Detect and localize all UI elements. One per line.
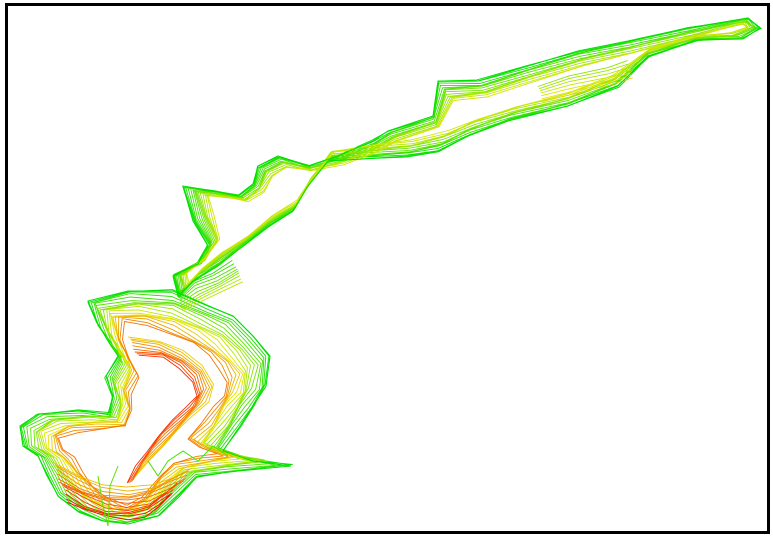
contour-line-42 [132, 342, 207, 479]
contour-line-59 [65, 494, 172, 517]
contour-line-2 [173, 17, 759, 295]
contour-line-17 [540, 66, 631, 92]
contour-line-31 [40, 309, 250, 516]
contour-line-8 [179, 20, 754, 290]
contour-line-69 [183, 281, 243, 311]
contour-line-21 [542, 77, 633, 102]
contour-line-72 [147, 445, 229, 477]
contour-line-62 [178, 263, 235, 299]
contour-line-40 [129, 338, 213, 478]
contour-line-64 [179, 268, 238, 302]
contour-line-20 [541, 74, 633, 100]
contour-line-28 [35, 302, 265, 517]
contour-line-5 [178, 20, 756, 294]
contour-line-67 [180, 275, 241, 309]
contour-line-73 [97, 465, 119, 527]
contour-line-66 [180, 272, 240, 307]
contour-line-7 [179, 20, 756, 292]
contour-line-32 [43, 312, 245, 514]
contour-line-37 [55, 318, 230, 509]
contour-line-53 [57, 478, 185, 501]
contour-line-60 [66, 494, 170, 521]
contour-line-34 [51, 314, 241, 510]
contour-line-57 [65, 489, 174, 513]
contour-line-11 [182, 23, 749, 289]
contour-line-6 [179, 21, 756, 294]
contour-line-19 [540, 71, 632, 97]
contour-line-39 [127, 336, 214, 478]
contour-line-12 [184, 23, 749, 288]
contour-line-33 [47, 314, 244, 511]
contour-line-16 [539, 63, 629, 90]
contour-line-71 [19, 290, 292, 525]
contour-line-0 [173, 18, 763, 299]
contour-line-68 [182, 278, 242, 310]
contour-line-45 [129, 351, 201, 483]
contour-line-51 [57, 469, 188, 498]
contour-line-58 [65, 492, 173, 515]
contour-line-41 [131, 339, 211, 478]
contour-line-4 [176, 18, 756, 293]
contour-viewport[interactable] [5, 3, 770, 534]
contour-line-50 [56, 466, 189, 496]
contour-line-14 [186, 22, 749, 285]
contour-map [19, 17, 763, 527]
contour-line-63 [179, 266, 237, 300]
contour-lines-layer [19, 17, 763, 527]
contour-line-52 [57, 473, 187, 499]
contour-line-18 [540, 69, 632, 94]
contour-line-26 [30, 300, 272, 521]
contour-line-1 [172, 18, 761, 297]
contour-line-15 [537, 60, 628, 87]
contour-line-43 [132, 345, 205, 481]
contour-line-56 [63, 485, 176, 512]
contour-line-9 [179, 20, 752, 288]
contour-line-61 [177, 260, 233, 298]
contour-line-70 [172, 17, 761, 298]
contour-line-10 [180, 21, 750, 288]
contour-line-3 [174, 17, 757, 294]
contour-line-47 [126, 354, 198, 484]
contour-line-13 [185, 22, 749, 287]
contour-line-46 [127, 353, 200, 483]
contour-line-38 [57, 320, 228, 506]
contour-line-35 [53, 315, 237, 511]
